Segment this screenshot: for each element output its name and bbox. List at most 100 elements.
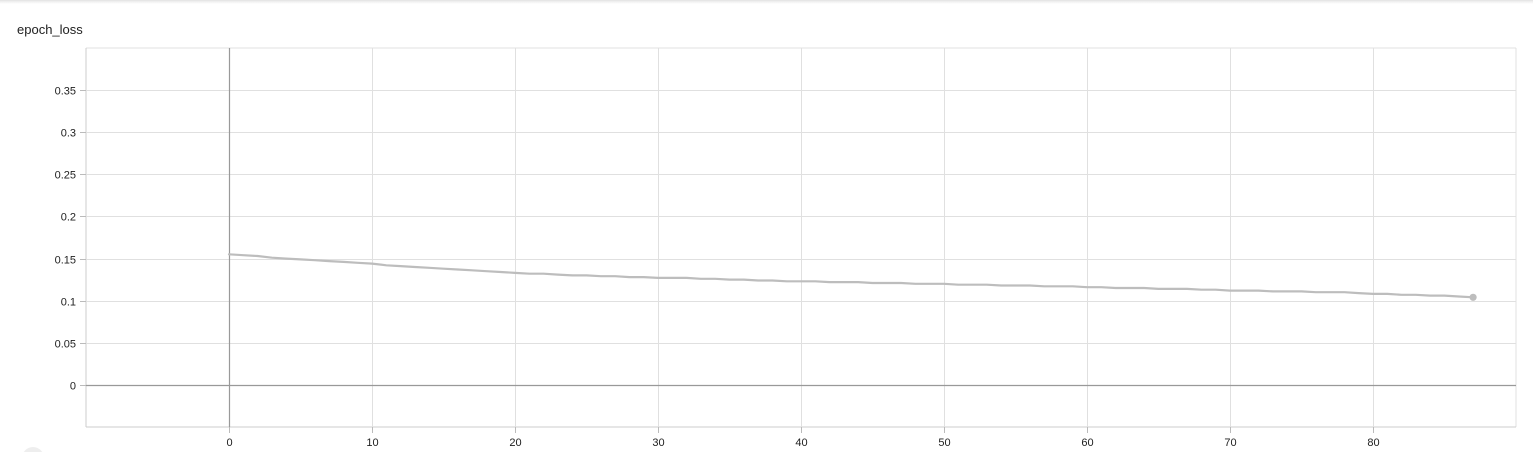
data-point[interactable] <box>483 268 489 274</box>
data-point[interactable] <box>584 272 590 278</box>
data-point[interactable] <box>526 271 532 277</box>
data-point[interactable] <box>455 267 461 273</box>
data-point[interactable] <box>755 278 761 284</box>
data-point[interactable] <box>1427 293 1433 299</box>
data-point[interactable] <box>598 273 604 279</box>
data-point[interactable] <box>283 256 289 262</box>
data-point[interactable] <box>1356 290 1362 296</box>
data-point[interactable] <box>1184 286 1190 292</box>
data-point[interactable] <box>898 280 904 286</box>
data-point[interactable] <box>998 283 1004 289</box>
data-point[interactable] <box>1213 287 1219 293</box>
data-point[interactable] <box>1413 292 1419 298</box>
x-ticks: 0 10 20 30 40 50 60 70 80 <box>226 427 1380 449</box>
data-point[interactable] <box>1456 294 1462 300</box>
data-point[interactable] <box>741 277 747 283</box>
chart-title: epoch_loss <box>17 22 83 37</box>
data-point[interactable] <box>383 262 389 268</box>
data-point[interactable] <box>269 255 275 261</box>
data-point[interactable] <box>827 279 833 285</box>
data-point[interactable] <box>512 270 518 276</box>
data-point[interactable] <box>669 275 675 281</box>
y-tick-label: 0.35 <box>55 86 76 98</box>
y-tick-label: 0.05 <box>55 339 76 351</box>
data-point[interactable] <box>226 251 232 257</box>
data-point[interactable] <box>712 276 718 282</box>
data-point[interactable] <box>1299 288 1305 294</box>
data-point[interactable] <box>626 274 632 280</box>
data-point[interactable] <box>1227 288 1233 294</box>
data-point[interactable] <box>784 278 790 284</box>
data-point[interactable] <box>1127 285 1133 291</box>
data-point[interactable] <box>469 267 475 273</box>
data-point[interactable] <box>1113 285 1119 291</box>
data-point[interactable] <box>326 258 332 264</box>
data-point[interactable] <box>841 279 847 285</box>
data-point[interactable] <box>798 278 804 284</box>
data-point[interactable] <box>1256 288 1262 294</box>
data-point[interactable] <box>1156 286 1162 292</box>
data-point[interactable] <box>1070 283 1076 289</box>
data-point[interactable] <box>655 275 661 281</box>
series-end-point[interactable] <box>1469 293 1477 301</box>
data-point[interactable] <box>941 281 947 287</box>
data-point[interactable] <box>1241 288 1247 294</box>
data-point[interactable] <box>1013 283 1019 289</box>
data-point[interactable] <box>769 278 775 284</box>
data-point[interactable] <box>698 276 704 282</box>
data-point[interactable] <box>1327 289 1333 295</box>
series-layer[interactable] <box>226 251 1477 301</box>
data-point[interactable] <box>1098 284 1104 290</box>
data-point[interactable] <box>984 282 990 288</box>
data-point[interactable] <box>1284 288 1290 294</box>
data-point[interactable] <box>498 269 504 275</box>
data-point[interactable] <box>884 280 890 286</box>
data-point[interactable] <box>1055 283 1061 289</box>
expand-button[interactable] <box>22 447 44 452</box>
y-tick-label: 0.3 <box>61 128 76 140</box>
data-point[interactable] <box>927 281 933 287</box>
data-point[interactable] <box>1370 291 1376 297</box>
data-point[interactable] <box>955 282 961 288</box>
data-point[interactable] <box>240 252 246 258</box>
data-point[interactable] <box>541 271 547 277</box>
data-point[interactable] <box>855 279 861 285</box>
data-point[interactable] <box>1341 289 1347 295</box>
grid <box>85 47 1517 428</box>
data-point[interactable] <box>369 261 375 267</box>
data-point[interactable] <box>255 253 261 259</box>
series-line[interactable] <box>227 253 1475 299</box>
data-point[interactable] <box>1198 287 1204 293</box>
data-point[interactable] <box>398 263 404 269</box>
data-point[interactable] <box>684 275 690 281</box>
data-point[interactable] <box>727 277 733 283</box>
data-point[interactable] <box>426 265 432 271</box>
data-point[interactable] <box>1027 283 1033 289</box>
data-point[interactable] <box>340 259 346 265</box>
data-point[interactable] <box>870 280 876 286</box>
data-point[interactable] <box>1442 293 1448 299</box>
data-point[interactable] <box>812 278 818 284</box>
data-point[interactable] <box>1041 283 1047 289</box>
data-point[interactable] <box>355 260 361 266</box>
data-point[interactable] <box>612 273 618 279</box>
data-point[interactable] <box>312 257 318 263</box>
data-point[interactable] <box>1084 284 1090 290</box>
data-point[interactable] <box>555 272 561 278</box>
data-point[interactable] <box>912 281 918 287</box>
data-point[interactable] <box>1384 291 1390 297</box>
data-point[interactable] <box>441 266 447 272</box>
data-point[interactable] <box>1170 286 1176 292</box>
data-point[interactable] <box>298 256 304 262</box>
data-point[interactable] <box>1141 285 1147 291</box>
x-tick-label: 60 <box>1081 437 1093 449</box>
data-point[interactable] <box>1399 292 1405 298</box>
data-point[interactable] <box>970 282 976 288</box>
data-point[interactable] <box>1313 289 1319 295</box>
data-point[interactable] <box>641 274 647 280</box>
data-point[interactable] <box>412 264 418 270</box>
data-point[interactable] <box>569 272 575 278</box>
y-tick-label: 0.15 <box>55 255 76 267</box>
data-point[interactable] <box>1270 288 1276 294</box>
